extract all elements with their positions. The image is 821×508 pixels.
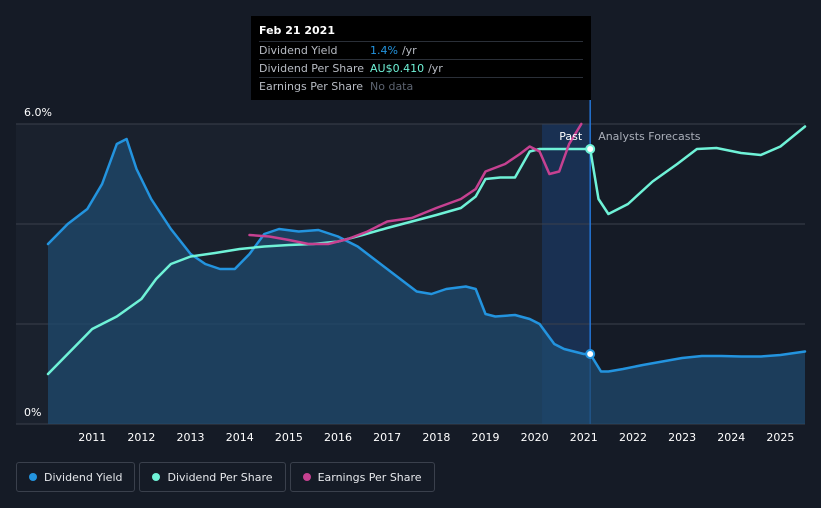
series-line-dividend-yield	[46, 137, 807, 373]
legend: Dividend Yield Dividend Per Share Earnin…	[16, 462, 435, 492]
tooltip-value: No data	[370, 80, 414, 93]
y-tick-label: 0%	[24, 406, 41, 419]
x-tick-label: 2022	[619, 431, 647, 444]
x-tick-label: 2025	[766, 431, 794, 444]
tooltip-label: Earnings Per Share	[259, 80, 364, 93]
x-tick-label: 2014	[226, 431, 254, 444]
x-tick-label: 2019	[471, 431, 499, 444]
tooltip-unit: /yr	[428, 62, 443, 75]
forecast-label: Analysts Forecasts	[598, 130, 701, 143]
legend-dot-icon	[29, 473, 37, 481]
y-tick-label: 6.0%	[24, 106, 52, 119]
legend-label: Dividend Per Share	[167, 470, 273, 484]
x-tick-label: 2021	[570, 431, 598, 444]
legend-item-dividend-per-share[interactable]: Dividend Per Share	[139, 462, 286, 492]
x-tick-label: 2018	[422, 431, 450, 444]
tooltip-date: Feb 21 2021	[259, 24, 335, 37]
x-tick-label: 2024	[717, 431, 745, 444]
tooltip: Feb 21 2021 Dividend Yield 1.4% /yr Divi…	[251, 16, 591, 100]
tooltip-row-dividend-per-share: Dividend Per Share AU$0.410 /yr	[259, 59, 583, 77]
legend-label: Dividend Yield	[44, 470, 123, 484]
series-line-earnings-per-share	[248, 122, 583, 246]
legend-item-earnings-per-share[interactable]: Earnings Per Share	[289, 462, 435, 492]
tooltip-value: 1.4%	[370, 44, 398, 57]
tooltip-row-earnings-per-share: Earnings Per Share No data	[259, 77, 583, 95]
legend-label: Earnings Per Share	[317, 470, 422, 484]
tooltip-label: Dividend Yield	[259, 44, 338, 57]
tooltip-unit: /yr	[401, 44, 417, 57]
x-tick-label: 2017	[373, 431, 401, 444]
x-tick-label: 2023	[668, 431, 696, 444]
dividend-yield-marker	[585, 349, 596, 359]
legend-item-dividend-yield[interactable]: Dividend Yield	[16, 462, 136, 492]
x-tick-label: 2020	[521, 431, 549, 444]
x-tick-label: 2016	[324, 431, 352, 444]
tooltip-value: AU$0.410	[370, 62, 425, 75]
tooltip-label: Dividend Per Share	[259, 62, 365, 75]
dividend-per-share-marker	[585, 144, 596, 154]
legend-dot-icon	[302, 473, 311, 481]
past-label: Past	[559, 130, 583, 143]
x-tick-label: 2011	[78, 431, 106, 444]
tooltip-row-dividend-yield: Dividend Yield 1.4% /yr	[259, 41, 583, 59]
series-line-dividend-per-share	[46, 125, 807, 376]
x-tick-label: 2015	[275, 431, 303, 444]
legend-dot-icon	[152, 473, 161, 481]
x-tick-label: 2012	[127, 431, 155, 444]
series-area-dividend-yield	[48, 139, 805, 424]
x-tick-label: 2013	[177, 431, 205, 444]
